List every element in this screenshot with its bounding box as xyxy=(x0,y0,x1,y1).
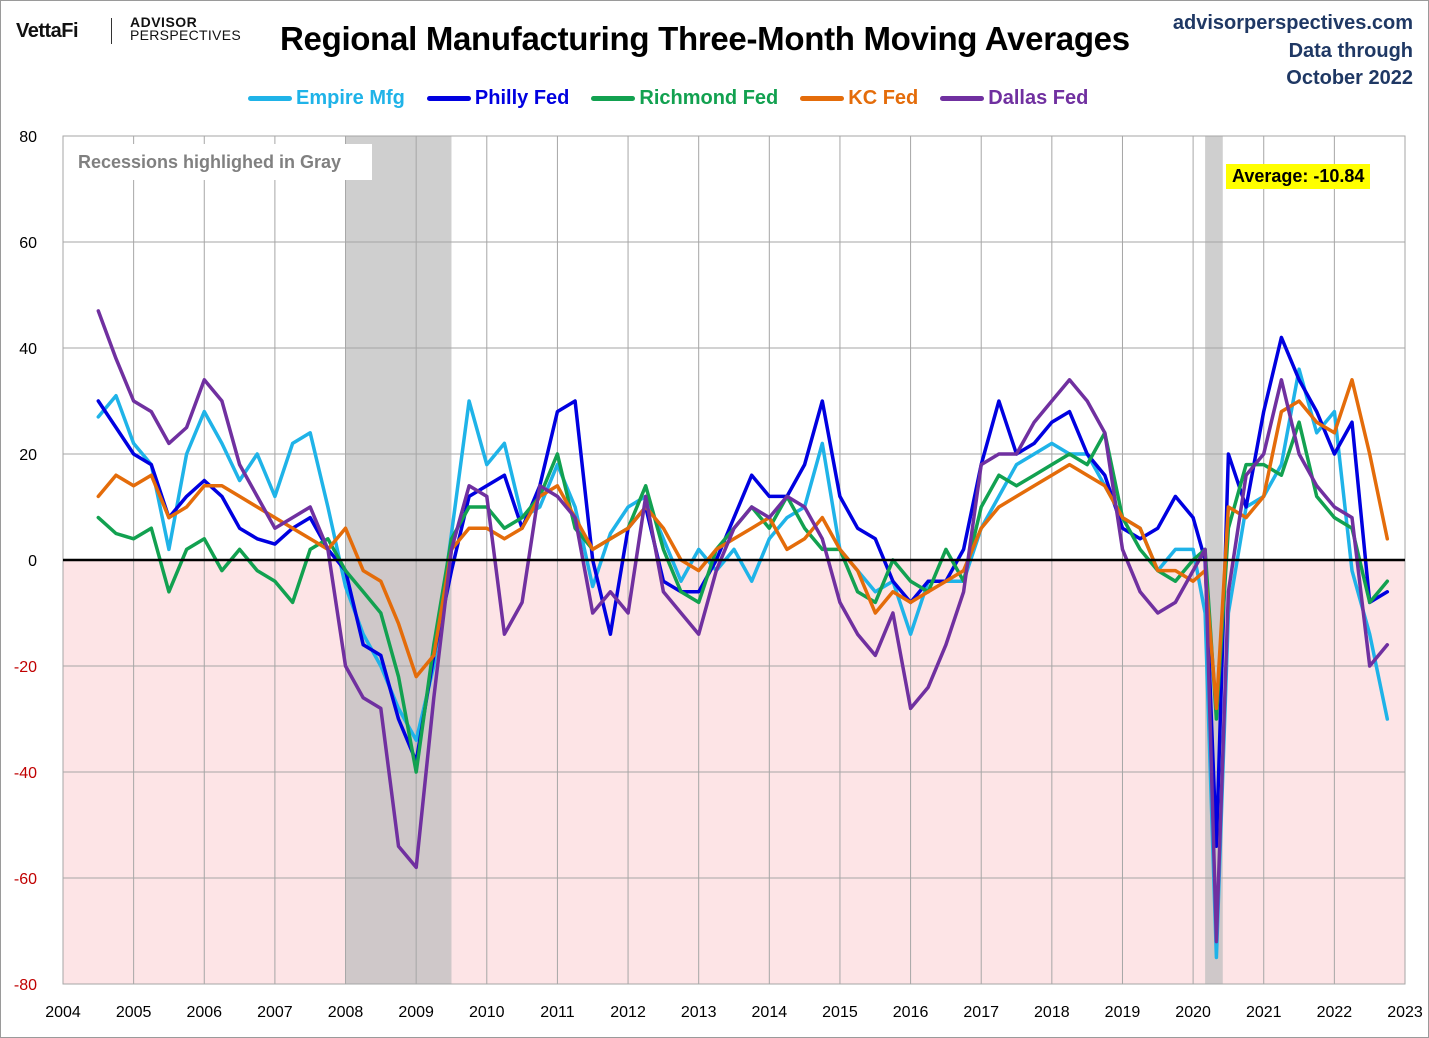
data-through-date: October 2022 xyxy=(1286,67,1413,89)
legend-item-richmond: Richmond Fed xyxy=(591,86,778,110)
y-tick-label: -20 xyxy=(14,659,37,676)
x-tick-label: 2006 xyxy=(186,1004,222,1021)
legend-label-richmond: Richmond Fed xyxy=(639,86,779,109)
y-tick-label: -40 xyxy=(14,765,37,782)
legend-swatch-dallas xyxy=(940,95,985,101)
series-line-philly xyxy=(96,335,1390,848)
chart-title: Regional Manufacturing Three-Month Movin… xyxy=(280,20,1130,57)
site-url: advisorperspectives.com xyxy=(1172,12,1413,34)
advisor-logo-line2: PERSPECTIVES xyxy=(130,27,241,43)
y-tick-label: 20 xyxy=(19,447,37,464)
x-tick-label: 2020 xyxy=(1175,1004,1211,1021)
y-tick-label: 60 xyxy=(19,235,37,252)
x-tick-label: 2013 xyxy=(681,1004,717,1021)
x-tick-label: 2021 xyxy=(1246,1004,1282,1021)
x-tick-label: 2019 xyxy=(1105,1004,1141,1021)
x-tick-label: 2015 xyxy=(822,1004,858,1021)
average-label: Average: -10.84 xyxy=(1226,164,1371,189)
legend-swatch-empire xyxy=(248,95,292,101)
legend-swatch-philly xyxy=(426,95,471,101)
y-tick-label: 80 xyxy=(19,129,37,146)
x-tick-label: 2018 xyxy=(1034,1004,1070,1021)
y-tick-label: -80 xyxy=(14,977,37,994)
y-tick-label: -60 xyxy=(14,871,37,888)
logo-divider xyxy=(111,18,112,44)
x-tick-label: 2014 xyxy=(752,1004,788,1021)
x-tick-label: 2010 xyxy=(469,1004,505,1021)
legend-swatch-richmond xyxy=(591,95,636,101)
chart-legend: Empire Mfg Philly Fed Richmond Fed KC Fe… xyxy=(248,86,1088,110)
x-tick-label: 2011 xyxy=(540,1004,575,1021)
series-line-empire xyxy=(96,367,1390,960)
legend-item-kc: KC Fed xyxy=(800,86,918,110)
vettafi-logo: VettaFi xyxy=(16,20,79,42)
legend-item-empire: Empire Mfg xyxy=(248,86,405,110)
x-tick-label: 2005 xyxy=(116,1004,152,1021)
y-tick-label: 40 xyxy=(19,341,37,358)
x-tick-label: 2016 xyxy=(893,1004,929,1021)
x-tick-label: 2007 xyxy=(257,1004,293,1021)
x-tick-label: 2022 xyxy=(1317,1004,1353,1021)
legend-item-philly: Philly Fed xyxy=(426,86,570,110)
advisor-logo-line1: ADVISOR xyxy=(130,14,198,30)
x-tick-label: 2008 xyxy=(328,1004,364,1021)
x-tick-label: 2023 xyxy=(1387,1004,1423,1021)
legend-swatch-kc xyxy=(800,95,845,101)
x-tick-label: 2017 xyxy=(963,1004,999,1021)
legend-label-empire: Empire Mfg xyxy=(296,86,405,109)
x-tick-label: 2012 xyxy=(610,1004,646,1021)
series-line-dallas xyxy=(96,309,1390,944)
x-tick-label: 2009 xyxy=(398,1004,434,1021)
y-tick-label: 0 xyxy=(28,553,37,570)
legend-label-kc: KC Fed xyxy=(848,86,919,109)
legend-label-philly: Philly Fed xyxy=(474,86,570,109)
recession-note: Recessions highlighed in Gray xyxy=(66,144,372,180)
legend-item-dallas: Dallas Fed xyxy=(940,86,1088,110)
data-through-label: Data through xyxy=(1288,40,1413,62)
legend-label-dallas: Dallas Fed xyxy=(988,86,1089,109)
x-tick-label: 2004 xyxy=(45,1004,81,1021)
